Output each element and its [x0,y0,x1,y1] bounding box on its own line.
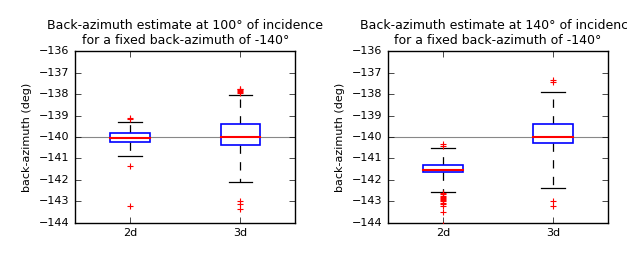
Y-axis label: back-azimuth (deg): back-azimuth (deg) [22,82,32,191]
Bar [423,165,463,172]
Bar [534,124,573,143]
Title: Back-azimuth estimate at 100° of incidence
for a fixed back-azimuth of -140°: Back-azimuth estimate at 100° of inciden… [48,19,324,47]
Bar [221,124,260,145]
Bar [110,133,150,142]
Title: Back-azimuth estimate at 140° of incidence
for a fixed back-azimuth of -140°: Back-azimuth estimate at 140° of inciden… [360,19,627,47]
Y-axis label: back-azimuth (deg): back-azimuth (deg) [335,82,345,191]
